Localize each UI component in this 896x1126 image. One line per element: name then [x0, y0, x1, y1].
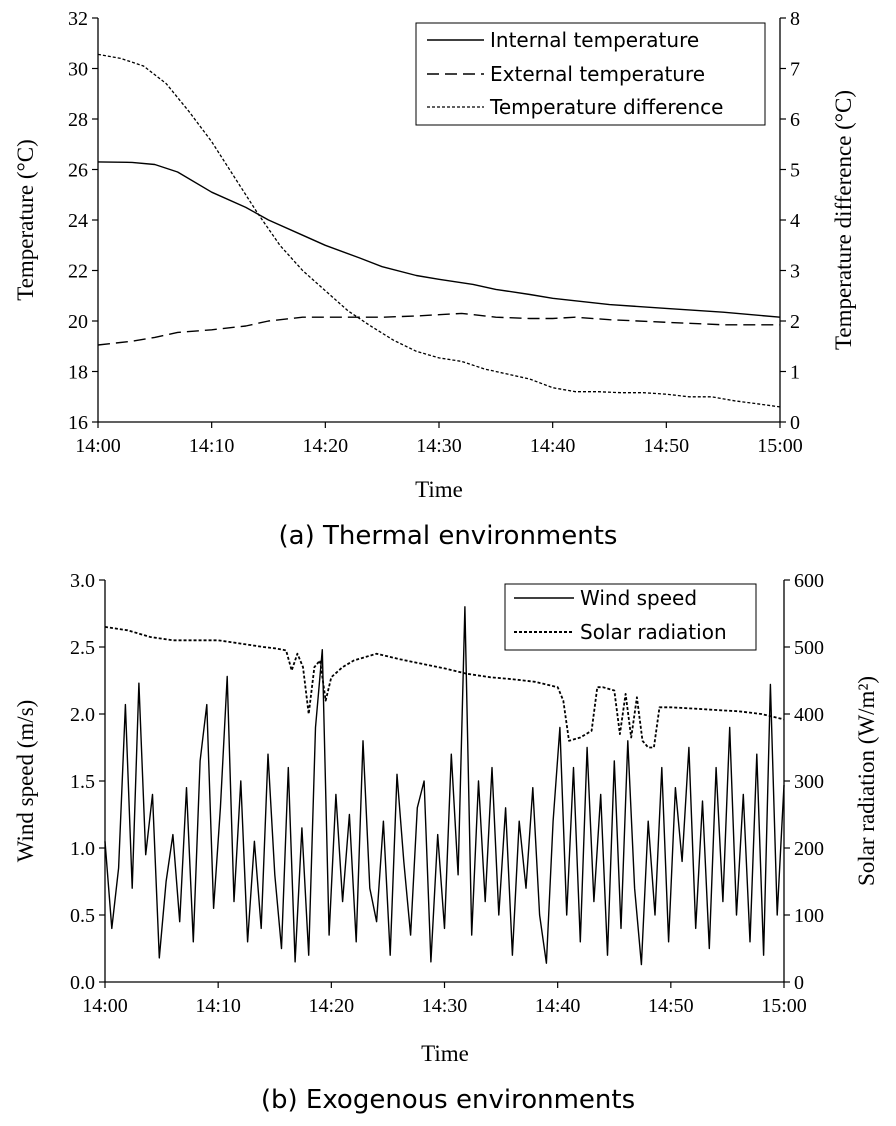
y2-tick-label: 3 — [790, 261, 800, 283]
x-tick-label: 14:00 — [75, 435, 121, 457]
series-line-wind-speed — [104, 606, 785, 966]
y-axis-title: Temperature (°C) — [13, 139, 38, 300]
x-axis-title: Time — [421, 1041, 469, 1066]
x-tick-label: 14:20 — [309, 995, 355, 1017]
y2-tick-label: 4 — [790, 210, 800, 232]
y-tick-label: 18 — [68, 362, 88, 384]
x-tick-label: 15:00 — [757, 435, 803, 457]
y-tick-label: 26 — [68, 160, 88, 182]
y2-tick-label: 0 — [794, 972, 804, 994]
legend: Wind speed Solar radiation — [504, 583, 757, 651]
series-line-external-temperature — [97, 312, 780, 346]
x-tick-label: 14:20 — [303, 435, 349, 457]
x-tick-label: 14:40 — [535, 995, 581, 1017]
series-layer — [97, 53, 781, 408]
y-tick-label: 2.0 — [70, 704, 95, 726]
y2-tick-label: 100 — [794, 905, 824, 927]
y2-tick-label: 6 — [790, 109, 800, 131]
tick-layer: 14:00 14:10 14:20 14:30 14:40 14:50 15:00 0.0 0.… — [70, 570, 824, 1017]
chart-caption: (b) Exogenous environments — [261, 1085, 635, 1115]
y-tick-label: 22 — [68, 261, 88, 283]
series-layer — [104, 606, 785, 966]
y-tick-label: 32 — [68, 8, 88, 30]
x-axis-title: Time — [415, 477, 463, 502]
x-tick-label: 15:00 — [761, 995, 807, 1017]
y2-tick-label: 1 — [790, 362, 800, 384]
y2-axis-title: Temperature difference (°C) — [831, 90, 856, 350]
y-tick-label: 1.0 — [70, 838, 95, 860]
x-tick-label: 14:30 — [422, 995, 468, 1017]
x-tick-label: 14:30 — [416, 435, 462, 457]
x-tick-label: 14:40 — [530, 435, 576, 457]
y-axis-title: Wind speed (m/s) — [13, 700, 38, 863]
y2-tick-label: 500 — [794, 637, 824, 659]
series-line-temperature-difference — [97, 53, 781, 408]
y-tick-label: 3.0 — [70, 570, 95, 592]
y2-axis-title: Solar radiation (W/m²) — [854, 676, 879, 886]
x-tick-label: 14:50 — [648, 995, 694, 1017]
exogenous-chart: 14:00 14:10 14:20 14:30 14:40 14:50 15:00 0.0 0.… — [13, 570, 879, 1115]
series-line-solar-radiation — [104, 626, 785, 749]
y-tick-label: 0.0 — [70, 972, 95, 994]
y2-tick-label: 5 — [790, 160, 800, 182]
y-tick-label: 20 — [68, 311, 88, 333]
y2-tick-label: 600 — [794, 570, 824, 592]
chart-caption: (a) Thermal environments — [279, 521, 618, 551]
y2-tick-label: 7 — [790, 59, 800, 81]
legend-label-external: External temperature — [490, 62, 705, 86]
y-tick-label: 2.5 — [70, 637, 95, 659]
legend-label-wind: Wind speed — [580, 586, 697, 610]
y-tick-label: 30 — [68, 59, 88, 81]
legend-box — [504, 583, 757, 651]
legend: Internal temperature External temperatur… — [415, 22, 766, 126]
y-tick-label: 0.5 — [70, 905, 95, 927]
tick-layer: 14:00 14:10 14:20 14:30 14:40 14:50 15:0016182… — [68, 8, 803, 457]
series-line-internal-temperature — [97, 161, 781, 318]
x-tick-label: 14:50 — [644, 435, 690, 457]
y2-tick-label: 8 — [790, 8, 800, 30]
x-tick-label: 14:10 — [189, 435, 235, 457]
y-tick-label: 16 — [68, 412, 88, 434]
x-tick-label: 14:00 — [82, 995, 128, 1017]
y-tick-label: 24 — [68, 210, 88, 232]
legend-label-difference: Temperature difference — [489, 95, 723, 119]
thermal-chart: 14:00 14:10 14:20 14:30 14:40 14:50 15:0016182… — [13, 8, 856, 551]
legend-label-internal: Internal temperature — [490, 28, 699, 52]
x-tick-label: 14:10 — [195, 995, 241, 1017]
y2-tick-label: 300 — [794, 771, 824, 793]
y2-tick-label: 2 — [790, 311, 800, 333]
legend-label-solar: Solar radiation — [580, 620, 727, 644]
y-tick-label: 1.5 — [70, 771, 95, 793]
y-tick-label: 28 — [68, 109, 88, 131]
y2-tick-label: 400 — [794, 704, 824, 726]
y2-tick-label: 200 — [794, 838, 824, 860]
y2-tick-label: 0 — [790, 412, 800, 434]
